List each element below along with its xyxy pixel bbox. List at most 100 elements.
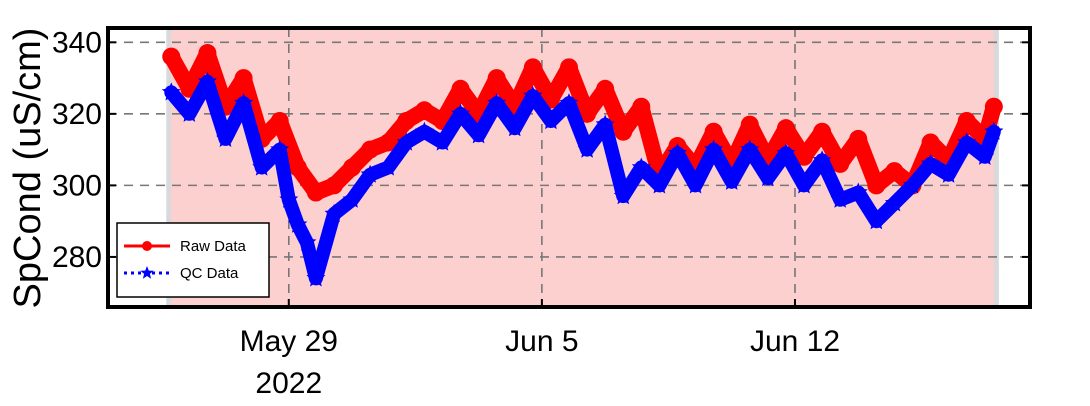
- point-1-36: [776, 143, 796, 162]
- point-1-11: [324, 204, 344, 223]
- point-1-3: [216, 128, 235, 147]
- y-axis-ticks: 280 300 320 340: [52, 26, 1030, 274]
- point-1-41: [866, 211, 886, 230]
- x-tick-sublabel-0: 2022: [255, 367, 322, 400]
- point-0-7: [288, 158, 307, 177]
- point-1-44: [921, 153, 941, 172]
- point-1-45: [939, 164, 959, 183]
- point-1-33: [722, 171, 742, 190]
- point-1-25: [577, 139, 597, 158]
- legend-box: [116, 222, 270, 298]
- point-0-38: [849, 129, 868, 148]
- legend-label-0: Raw Data: [180, 238, 247, 255]
- point-1-6: [270, 139, 290, 158]
- point-1-48: [984, 121, 1004, 140]
- point-1-23: [541, 111, 561, 130]
- point-1-40: [848, 182, 868, 201]
- point-1-21: [505, 118, 525, 137]
- point-1-10: [306, 268, 326, 287]
- point-1-22: [523, 86, 543, 105]
- point-1-16: [414, 121, 434, 140]
- point-0-36: [813, 122, 832, 141]
- point-0-32: [740, 115, 759, 134]
- point-1-9: [297, 232, 317, 251]
- point-1-31: [686, 175, 706, 194]
- point-1-28: [631, 157, 651, 176]
- point-1-13: [360, 164, 380, 183]
- point-0-44: [957, 112, 976, 130]
- x-tick-label-0: May 29: [240, 325, 338, 358]
- point-1-38: [812, 150, 832, 169]
- point-0-39: [867, 176, 886, 195]
- point-1-20: [487, 93, 507, 112]
- point-1-47: [975, 146, 995, 165]
- legend-label-1: QC Data: [180, 265, 239, 282]
- point-0-23: [578, 104, 597, 123]
- point-0-12: [379, 133, 398, 152]
- x-tick-label-1: Jun 5: [505, 325, 578, 358]
- point-0-11: [361, 140, 380, 159]
- point-1-14: [378, 157, 398, 176]
- point-1-4: [234, 93, 254, 112]
- point-0-46: [984, 97, 1003, 116]
- y-tick-label-320: 320: [52, 98, 102, 131]
- point-0-6: [270, 112, 289, 130]
- y-tick-label-340: 340: [52, 26, 102, 59]
- point-0-25: [614, 122, 633, 141]
- series-qc-data: [161, 71, 1004, 287]
- point-0-20: [523, 58, 542, 77]
- point-1-1: [179, 103, 199, 122]
- point-1-37: [794, 175, 814, 194]
- plot-frame: [106, 26, 1032, 309]
- point-1-27: [613, 186, 633, 205]
- point-1-17: [432, 132, 452, 151]
- point-1-46: [957, 132, 977, 151]
- point-0-37: [831, 154, 850, 173]
- point-1-0: [161, 82, 181, 101]
- point-0-26: [632, 97, 651, 116]
- point-0-34: [776, 119, 795, 138]
- point-1-43: [903, 175, 922, 194]
- point-1-32: [704, 139, 724, 158]
- y-tick-label-300: 300: [52, 169, 102, 202]
- y-tick-label-280: 280: [52, 241, 102, 274]
- point-0-42: [921, 133, 940, 152]
- point-0-4: [234, 69, 253, 88]
- point-0-40: [885, 162, 904, 181]
- point-1-5: [252, 157, 272, 176]
- y-axis-title: SpCond (uS/cm): [7, 28, 49, 309]
- legend-marker-1: [140, 266, 154, 279]
- point-1-42: [884, 193, 904, 212]
- legend-marker-0: [142, 241, 152, 251]
- point-1-7: [279, 189, 299, 208]
- point-1-35: [758, 168, 778, 187]
- point-1-34: [740, 139, 760, 158]
- point-1-24: [559, 93, 579, 112]
- point-1-2: [197, 71, 217, 90]
- point-0-0: [162, 47, 181, 66]
- x-tick-label-2: Jun 12: [750, 325, 840, 358]
- point-0-2: [198, 44, 217, 63]
- point-0-35: [795, 147, 814, 166]
- point-0-10: [343, 158, 362, 177]
- point-0-16: [451, 79, 470, 98]
- point-1-30: [668, 143, 687, 162]
- legend: Raw Data QC Data: [116, 222, 270, 298]
- point-0-9: [324, 176, 343, 195]
- point-1-15: [396, 132, 416, 151]
- point-1-8: [288, 214, 308, 233]
- point-0-30: [704, 122, 723, 141]
- point-0-14: [415, 101, 434, 120]
- point-0-8: [306, 183, 325, 202]
- point-1-12: [342, 189, 362, 208]
- point-0-24: [596, 79, 615, 98]
- series-layer: [161, 44, 1004, 287]
- point-0-22: [560, 58, 578, 77]
- point-1-18: [451, 103, 470, 122]
- point-0-13: [397, 112, 416, 130]
- point-1-39: [830, 189, 850, 208]
- point-1-29: [649, 175, 669, 194]
- x-axis-ticks: May 29 2022 Jun 5 Jun 12: [240, 299, 840, 400]
- point-0-18: [487, 69, 506, 88]
